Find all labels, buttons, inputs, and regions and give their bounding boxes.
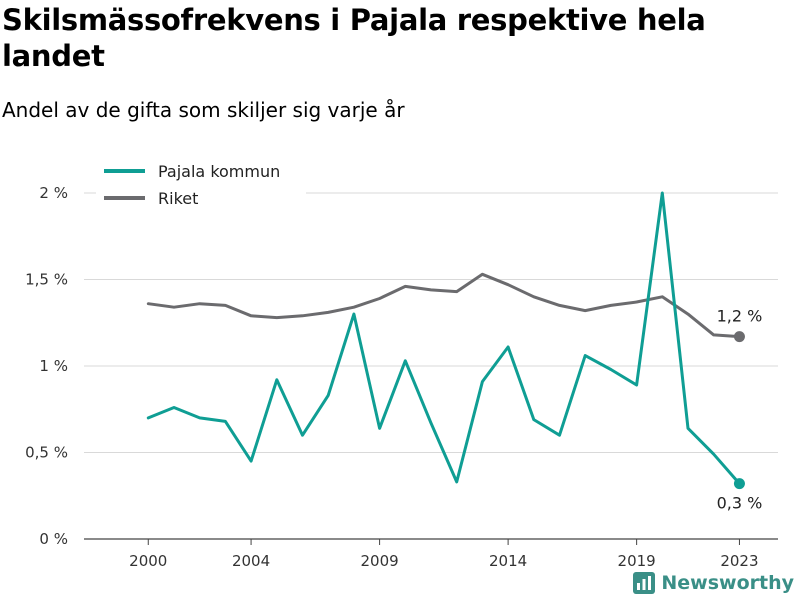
- bar-chart-logo-icon: [633, 572, 656, 594]
- legend-label: Pajala kommun: [158, 162, 280, 181]
- x-tick-label: 2000: [129, 552, 167, 570]
- end-value-label: 1,2 %: [717, 307, 763, 326]
- x-tick-label: 2004: [232, 552, 270, 570]
- end-point-marker: [733, 331, 745, 343]
- x-tick-label: 2023: [720, 552, 758, 570]
- series-line-riket: [146, 272, 741, 339]
- legend-background: [96, 155, 306, 213]
- series-line-pajala: [146, 191, 741, 486]
- legend-label: Riket: [158, 189, 198, 208]
- brand-name: Newsworthy: [661, 572, 794, 594]
- end-point-marker: [733, 478, 745, 490]
- x-tick-label: 2019: [618, 552, 656, 570]
- x-tick-label: 2009: [360, 552, 398, 570]
- chart-subtitle: Andel av de gifta som skiljer sig varje …: [2, 98, 405, 122]
- end-value-label: 0,3 %: [717, 494, 763, 513]
- chart-title: Skilsmässofrekvens i Pajala respektive h…: [2, 3, 706, 73]
- y-tick-label: 2 %: [39, 184, 68, 202]
- y-tick-label: 0,5 %: [25, 444, 68, 462]
- y-tick-label: 1,5 %: [25, 271, 68, 289]
- newsworthy-logo: Newsworthy: [633, 572, 794, 594]
- y-tick-label: 0 %: [39, 530, 68, 548]
- x-tick-label: 2014: [489, 552, 527, 570]
- y-tick-label: 1 %: [39, 357, 68, 375]
